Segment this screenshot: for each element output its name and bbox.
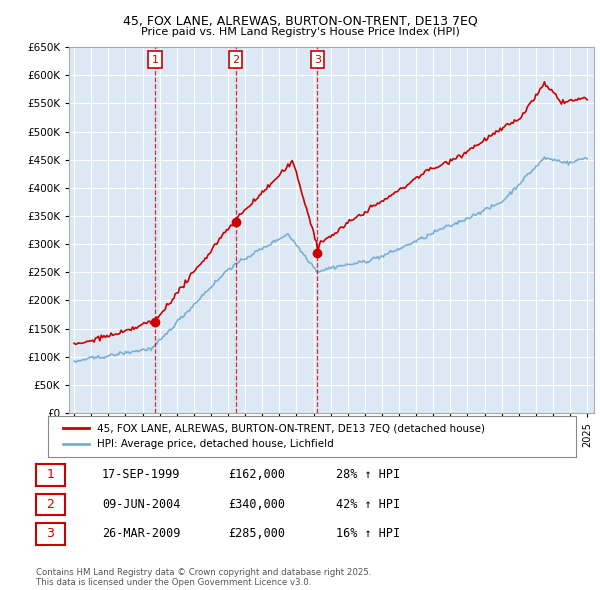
Text: 3: 3 (314, 54, 321, 64)
Text: £162,000: £162,000 (228, 468, 285, 481)
Text: 17-SEP-1999: 17-SEP-1999 (102, 468, 181, 481)
Text: £285,000: £285,000 (228, 527, 285, 540)
Text: 09-JUN-2004: 09-JUN-2004 (102, 498, 181, 511)
Text: 2: 2 (46, 498, 55, 511)
Text: £340,000: £340,000 (228, 498, 285, 511)
Text: 2: 2 (232, 54, 239, 64)
Text: 1: 1 (151, 54, 158, 64)
Text: 1: 1 (46, 468, 55, 481)
Text: 42% ↑ HPI: 42% ↑ HPI (336, 498, 400, 511)
Legend: 45, FOX LANE, ALREWAS, BURTON-ON-TRENT, DE13 7EQ (detached house), HPI: Average : 45, FOX LANE, ALREWAS, BURTON-ON-TRENT, … (58, 420, 489, 453)
Text: Price paid vs. HM Land Registry's House Price Index (HPI): Price paid vs. HM Land Registry's House … (140, 27, 460, 37)
Text: Contains HM Land Registry data © Crown copyright and database right 2025.
This d: Contains HM Land Registry data © Crown c… (36, 568, 371, 587)
Text: 45, FOX LANE, ALREWAS, BURTON-ON-TRENT, DE13 7EQ: 45, FOX LANE, ALREWAS, BURTON-ON-TRENT, … (122, 15, 478, 28)
Text: 28% ↑ HPI: 28% ↑ HPI (336, 468, 400, 481)
Text: 26-MAR-2009: 26-MAR-2009 (102, 527, 181, 540)
Text: 3: 3 (46, 527, 55, 540)
Text: 16% ↑ HPI: 16% ↑ HPI (336, 527, 400, 540)
